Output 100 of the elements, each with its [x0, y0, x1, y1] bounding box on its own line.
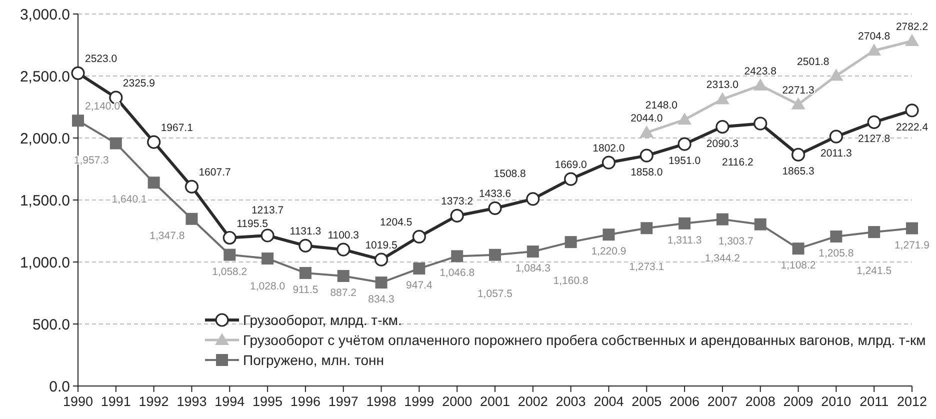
point — [526, 246, 539, 258]
x-tick-label: 2011 — [860, 394, 889, 409]
data-label: 1,220.9 — [591, 246, 626, 258]
x-tick-label: 2010 — [821, 394, 852, 409]
point — [222, 230, 236, 245]
data-label: 2704.8 — [858, 30, 890, 43]
point — [830, 230, 842, 242]
point — [829, 68, 844, 81]
legend-label: Грузооборот с учётом оплаченного порожнего пробега собственных и арендованных вагонов, млрд. т-км — [243, 332, 926, 348]
point — [867, 44, 882, 56]
point — [374, 252, 388, 266]
data-label: 1607.7 — [198, 166, 232, 179]
data-label: 1,241.5 — [856, 265, 892, 278]
data-label: 1,058.2 — [212, 266, 248, 278]
x-tick-label: 2001 — [480, 394, 510, 409]
point — [791, 148, 806, 162]
point — [640, 222, 653, 234]
point — [716, 120, 730, 134]
data-label: 2116.2 — [722, 156, 754, 169]
point — [298, 238, 312, 253]
x-tick-label: 2004 — [594, 394, 624, 409]
data-label: 1865.3 — [782, 166, 814, 178]
data-label: 2044.0 — [630, 112, 663, 125]
data-label: 911.5 — [292, 284, 318, 296]
y-tick-label: 3,000.0 — [20, 6, 70, 24]
point — [792, 242, 804, 255]
point — [413, 262, 426, 275]
point — [489, 248, 501, 261]
point — [791, 97, 806, 110]
x-tick-label: 1991 — [100, 394, 131, 409]
point — [906, 222, 918, 234]
data-label: 1204.5 — [380, 216, 412, 229]
point — [148, 176, 160, 189]
x-tick-label: 1995 — [252, 394, 283, 409]
x-tick-label: 2005 — [632, 394, 662, 409]
point — [260, 228, 274, 242]
point — [905, 104, 919, 118]
data-label: 2011.3 — [820, 148, 852, 160]
point — [71, 66, 85, 80]
data-label: 1,271.9 — [894, 239, 930, 252]
data-label: 2423.8 — [744, 65, 777, 78]
point — [564, 236, 577, 248]
data-label: 1,640.1 — [112, 194, 147, 206]
data-label: 1,084.3 — [515, 262, 551, 275]
x-tick-label: 1996 — [290, 394, 320, 409]
x-tick-label: 1992 — [138, 394, 169, 409]
x-tick-label: 2009 — [783, 394, 814, 409]
point — [715, 92, 730, 104]
point — [375, 276, 388, 289]
point — [336, 242, 350, 256]
data-label: 1,057.5 — [477, 288, 513, 300]
data-label: 2127.8 — [858, 133, 890, 146]
data-label: 1802.0 — [592, 142, 625, 155]
data-label: 1,344.2 — [704, 252, 740, 264]
point — [640, 126, 654, 138]
x-tick-label: 2008 — [745, 394, 776, 409]
data-label: 1433.6 — [478, 188, 512, 200]
x-tick-label: 1993 — [176, 394, 207, 409]
point — [829, 130, 843, 144]
point — [299, 266, 312, 279]
x-tick-label: 2000 — [442, 394, 472, 409]
point — [262, 252, 274, 265]
data-label: 1195.5 — [236, 218, 268, 230]
point — [72, 114, 84, 127]
data-label: 1213.7 — [251, 204, 284, 216]
data-label: 1508.8 — [494, 168, 526, 180]
y-tick-label: 2,500.0 — [20, 68, 70, 86]
data-label: 2,140.0 — [85, 100, 120, 113]
data-label: 1,046.8 — [440, 267, 475, 280]
legend-label: Погружено, млн. тонн — [243, 352, 384, 368]
point — [867, 115, 881, 129]
point — [754, 218, 766, 230]
data-label: 1131.3 — [290, 226, 322, 238]
data-label: 1,028.0 — [250, 280, 286, 293]
point — [754, 116, 768, 130]
point — [110, 137, 122, 150]
data-label: 834.3 — [368, 294, 395, 306]
x-tick-label: 1998 — [366, 394, 396, 409]
legend-label: Грузооборот, млрд. т-км. — [243, 312, 402, 328]
data-label: 1373.2 — [441, 196, 474, 208]
data-label: 1,347.8 — [150, 230, 185, 242]
x-tick-label: 1997 — [328, 394, 358, 409]
x-tick-label: 2007 — [707, 394, 738, 409]
y-tick-label: 0.0 — [49, 378, 70, 396]
data-label: 1858.0 — [630, 166, 663, 179]
point — [450, 208, 464, 223]
data-label: 1,303.7 — [718, 235, 754, 248]
y-tick-label: 1,500.0 — [20, 192, 70, 210]
data-label: 2501.8 — [797, 56, 830, 68]
data-label: 947.4 — [406, 280, 432, 292]
point — [602, 156, 616, 170]
data-label: 1,311.3 — [667, 234, 702, 246]
x-tick-label: 1999 — [404, 394, 434, 409]
y-tick-label: 500.0 — [32, 316, 70, 334]
point — [412, 230, 426, 244]
data-label: 1,160.8 — [553, 275, 588, 288]
data-label: 2325.9 — [122, 78, 156, 90]
data-label: 1,108.2 — [780, 260, 816, 272]
y-tick-label: 1,000.0 — [20, 254, 70, 272]
point — [640, 148, 654, 162]
